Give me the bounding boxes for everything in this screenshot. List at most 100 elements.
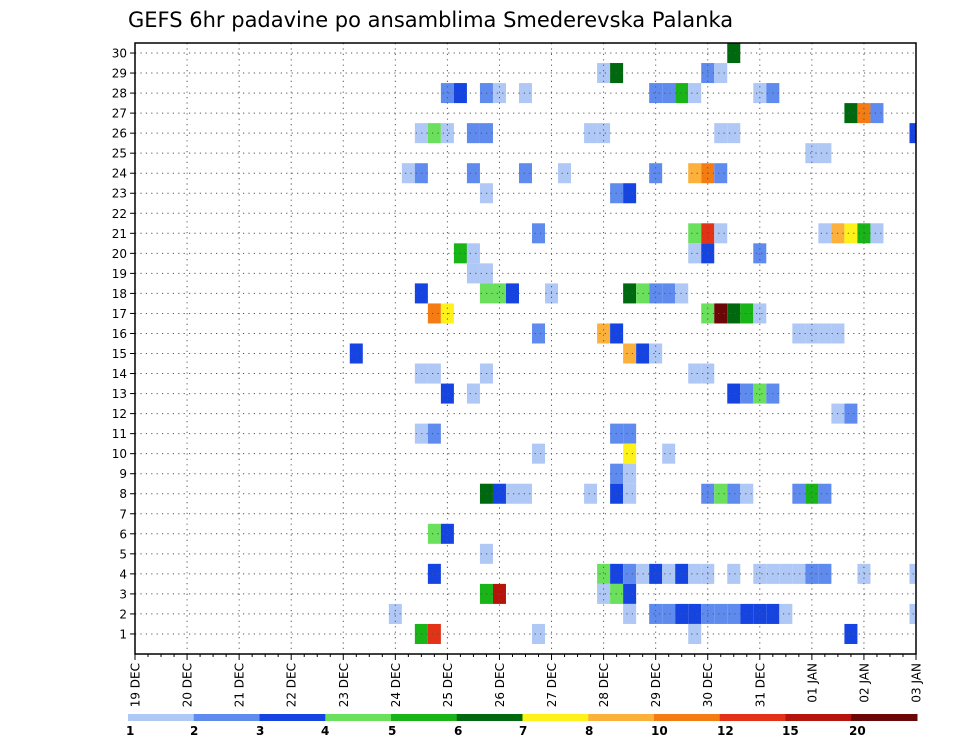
data-cell — [427, 423, 441, 444]
data-cell — [427, 363, 441, 384]
data-cell — [466, 383, 480, 404]
data-cell — [753, 243, 767, 264]
y-tick-label: 28 — [112, 87, 127, 101]
y-tick-label: 8 — [119, 487, 127, 501]
data-cell — [688, 603, 702, 624]
data-cell — [779, 563, 793, 584]
y-tick-label: 24 — [112, 167, 127, 181]
data-cell — [844, 103, 858, 124]
data-cell — [623, 463, 637, 484]
data-cell — [349, 343, 363, 364]
legend-swatch — [391, 714, 458, 721]
data-cell — [675, 603, 689, 624]
data-cell — [597, 123, 611, 144]
data-cell — [649, 83, 663, 104]
x-tick-label: 03 JAN — [910, 663, 924, 703]
y-tick-label: 7 — [119, 507, 127, 521]
data-cell — [714, 123, 728, 144]
data-cell — [440, 83, 454, 104]
data-cell — [792, 483, 806, 504]
data-cell — [623, 583, 637, 604]
data-cell — [649, 563, 663, 584]
legend-label: 2 — [190, 724, 198, 738]
x-tick-label: 02 JAN — [857, 663, 871, 703]
y-tick-label: 6 — [119, 527, 127, 541]
data-cell — [649, 603, 663, 624]
data-cell — [740, 483, 754, 504]
y-tick-label: 4 — [119, 567, 127, 581]
legend-swatch — [654, 714, 721, 721]
y-axis: 1234567891011121314151617181920212223242… — [112, 47, 135, 641]
legend-swatch — [719, 714, 786, 721]
data-cell — [753, 603, 767, 624]
data-cell — [792, 563, 806, 584]
legend-swatch — [325, 714, 392, 721]
data-cell — [466, 243, 480, 264]
data-cell — [532, 223, 546, 244]
data-cell — [688, 563, 702, 584]
y-tick-label: 17 — [112, 307, 127, 321]
y-tick-label: 10 — [112, 447, 127, 461]
data-cell — [427, 303, 441, 324]
data-cell — [688, 223, 702, 244]
data-cell — [805, 483, 819, 504]
y-tick-label: 3 — [119, 587, 127, 601]
x-tick-label: 24 DEC — [389, 663, 403, 707]
data-cell — [492, 483, 506, 504]
data-cell — [532, 323, 546, 344]
y-tick-label: 5 — [119, 547, 127, 561]
data-cell — [427, 123, 441, 144]
data-cell — [597, 563, 611, 584]
data-cell — [727, 43, 741, 64]
data-cell — [440, 523, 454, 544]
legend-swatch — [522, 714, 589, 721]
data-cell — [440, 123, 454, 144]
data-cell — [453, 243, 467, 264]
data-cell — [427, 563, 441, 584]
data-cell — [623, 343, 637, 364]
data-cell — [805, 323, 819, 344]
y-tick-label: 26 — [112, 127, 127, 141]
data-cell — [844, 623, 858, 644]
data-cell — [453, 83, 467, 104]
x-tick-label: 01 JAN — [805, 663, 819, 703]
legend-swatch — [128, 714, 195, 721]
data-cell — [623, 183, 637, 204]
data-cell — [675, 83, 689, 104]
color-legend: 1 2 3 4 5 6 7 8 10 12 15 20 — [126, 714, 918, 738]
y-tick-label: 29 — [112, 67, 127, 81]
data-cell — [857, 103, 871, 124]
legend-label: 12 — [717, 724, 734, 738]
y-tick-label: 22 — [112, 207, 127, 221]
legend-label: 7 — [519, 724, 527, 738]
legend-label: 10 — [651, 724, 668, 738]
data-cell — [818, 323, 832, 344]
legend-label: 3 — [256, 724, 264, 738]
data-cell — [662, 563, 676, 584]
data-cell — [818, 563, 832, 584]
data-cell — [688, 623, 702, 644]
data-cell — [518, 483, 533, 504]
grid — [135, 43, 916, 654]
data-cell — [505, 483, 519, 504]
plot-frame — [134, 42, 917, 655]
x-tick-label: 22 DEC — [285, 663, 299, 707]
legend-label: 20 — [849, 724, 866, 738]
data-cell — [623, 483, 637, 504]
data-cell — [740, 383, 754, 404]
y-tick-label: 15 — [112, 347, 127, 361]
data-cell — [753, 563, 767, 584]
x-tick-label: 30 DEC — [701, 663, 715, 707]
data-cell — [584, 483, 598, 504]
x-tick-label: 27 DEC — [545, 663, 559, 707]
data-cell — [492, 83, 506, 104]
data-cell — [649, 283, 663, 304]
data-cell — [844, 223, 858, 244]
legend-label: 8 — [585, 724, 593, 738]
data-cell — [805, 563, 819, 584]
data-cell — [532, 443, 546, 464]
legend-label: 15 — [782, 724, 799, 738]
data-cell — [623, 283, 637, 304]
data-cell — [597, 323, 611, 344]
